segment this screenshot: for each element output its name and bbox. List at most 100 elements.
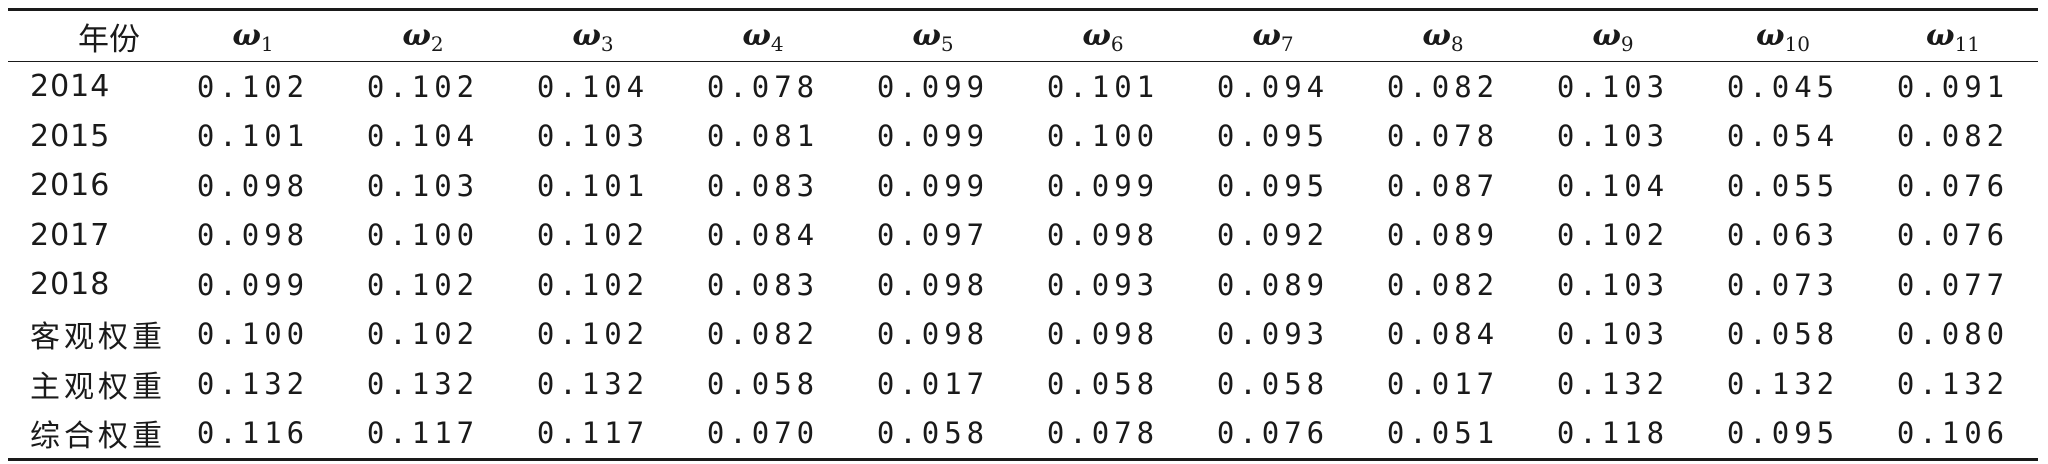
weight-cell: 0.098 — [1046, 317, 1160, 352]
omega-subscript: 7 — [1280, 31, 1294, 56]
weight-cell: 0.102 — [366, 267, 480, 302]
weight-column-header-2: ω2 — [338, 10, 508, 62]
weight-cell: 0.100 — [1046, 119, 1160, 154]
year-column-header: 年份 — [78, 21, 140, 58]
weight-cell: 0.102 — [366, 69, 480, 104]
weight-cell: 0.104 — [1556, 168, 1670, 203]
row-label: 主观权重 — [30, 369, 166, 405]
weights-table: 年份 ω1 ω2 ω3 ω4 ω5 ω6 ω7 ω8 ω9 ω10 ω11 2014 0.102 0.1… — [8, 8, 2038, 461]
weight-cell: 0.099 — [1046, 168, 1160, 203]
omega-subscript: 11 — [1954, 31, 1981, 56]
weight-column-header-10: ω10 — [1698, 10, 1868, 62]
table-row: 客观权重 0.100 0.102 0.102 0.082 0.098 0.098 0.093 0… — [8, 310, 2038, 360]
weight-cell: 0.095 — [1216, 168, 1330, 203]
row-label: 2015 — [30, 118, 111, 154]
weight-cell: 0.082 — [706, 317, 820, 352]
header-row: 年份 ω1 ω2 ω3 ω4 ω5 ω6 ω7 ω8 ω9 ω10 ω11 — [8, 9, 2038, 62]
weight-cell: 0.084 — [706, 218, 820, 253]
weight-cell: 0.101 — [196, 119, 310, 154]
weight-column-header-4: ω4 — [678, 10, 848, 62]
weights-table-container: 年份 ω1 ω2 ω3 ω4 ω5 ω6 ω7 ω8 ω9 ω10 ω11 2014 0.102 0.1… — [8, 8, 2038, 461]
weight-cell: 0.098 — [196, 168, 310, 203]
omega-subscript: 4 — [770, 31, 784, 56]
weight-cell: 0.103 — [1556, 69, 1670, 104]
weight-cell: 0.102 — [536, 218, 650, 253]
omega-subscript: 1 — [260, 31, 274, 56]
weight-cell: 0.098 — [196, 218, 310, 253]
weight-cell: 0.054 — [1726, 119, 1840, 154]
weight-cell: 0.099 — [196, 267, 310, 302]
omega-symbol: ω — [1252, 17, 1281, 53]
weight-cell: 0.098 — [876, 267, 990, 302]
weight-cell: 0.045 — [1726, 69, 1840, 104]
weight-column-header-9: ω9 — [1528, 10, 1698, 62]
omega-subscript: 3 — [600, 31, 614, 56]
weight-cell: 0.082 — [1896, 119, 2010, 154]
weight-column-header-1: ω1 — [168, 10, 338, 62]
table-row: 综合权重 0.116 0.117 0.117 0.070 0.058 0.078 0.076 0… — [8, 409, 2038, 460]
weight-cell: 0.083 — [706, 267, 820, 302]
row-label: 客观权重 — [30, 320, 166, 356]
weight-cell: 0.101 — [536, 168, 650, 203]
table-header: 年份 ω1 ω2 ω3 ω4 ω5 ω6 ω7 ω8 ω9 ω10 ω11 — [8, 9, 2038, 62]
weight-cell: 0.093 — [1216, 317, 1330, 352]
weight-cell: 0.058 — [1216, 366, 1330, 401]
weight-cell: 0.132 — [1896, 366, 2010, 401]
weight-cell: 0.077 — [1896, 267, 2010, 302]
omega-symbol: ω — [1592, 17, 1621, 53]
weight-cell: 0.103 — [1556, 317, 1670, 352]
weight-cell: 0.089 — [1386, 218, 1500, 253]
omega-symbol: ω — [1925, 17, 1955, 53]
omega-symbol: ω — [1422, 17, 1451, 53]
omega-symbol: ω — [1082, 17, 1111, 53]
weight-cell: 0.087 — [1386, 168, 1500, 203]
omega-subscript: 8 — [1450, 31, 1464, 56]
weight-cell: 0.081 — [706, 119, 820, 154]
table-row: 2016 0.098 0.103 0.101 0.083 0.099 0.099 0.095 0… — [8, 161, 2038, 211]
weight-cell: 0.132 — [536, 366, 650, 401]
weight-cell: 0.093 — [1046, 267, 1160, 302]
weight-cell: 0.076 — [1896, 168, 2010, 203]
omega-subscript: 5 — [940, 31, 954, 56]
weight-cell: 0.103 — [366, 168, 480, 203]
weight-cell: 0.017 — [1386, 366, 1500, 401]
weight-cell: 0.103 — [1556, 119, 1670, 154]
weight-cell: 0.017 — [876, 366, 990, 401]
row-label: 2017 — [30, 217, 111, 253]
weight-cell: 0.055 — [1726, 168, 1840, 203]
weight-cell: 0.100 — [366, 218, 480, 253]
weight-cell: 0.132 — [1556, 366, 1670, 401]
weight-cell: 0.132 — [1726, 366, 1840, 401]
weight-cell: 0.104 — [366, 119, 480, 154]
weight-cell: 0.063 — [1726, 218, 1840, 253]
table-row: 2017 0.098 0.100 0.102 0.084 0.097 0.098 0.092 0… — [8, 211, 2038, 261]
omega-symbol: ω — [402, 17, 431, 53]
weight-cell: 0.101 — [1046, 69, 1160, 104]
weight-cell: 0.078 — [706, 69, 820, 104]
weight-cell: 0.082 — [1386, 69, 1500, 104]
weight-cell: 0.084 — [1386, 317, 1500, 352]
weight-cell: 0.102 — [196, 69, 310, 104]
weight-cell: 0.091 — [1896, 69, 2010, 104]
weight-cell: 0.098 — [876, 317, 990, 352]
weight-cell: 0.118 — [1556, 416, 1670, 451]
omega-symbol: ω — [912, 17, 941, 53]
table-row: 2014 0.102 0.102 0.104 0.078 0.099 0.101 0.094 0… — [8, 62, 2038, 112]
weight-cell: 0.132 — [196, 366, 310, 401]
weight-cell: 0.099 — [876, 119, 990, 154]
row-label: 2018 — [30, 267, 111, 303]
weight-cell: 0.092 — [1216, 218, 1330, 253]
weight-cell: 0.095 — [1216, 119, 1330, 154]
table-body: 2014 0.102 0.102 0.104 0.078 0.099 0.101 0.094 0… — [8, 62, 2038, 460]
weight-cell: 0.103 — [536, 119, 650, 154]
weight-column-header-5: ω5 — [848, 10, 1018, 62]
weight-cell: 0.095 — [1726, 416, 1840, 451]
omega-symbol: ω — [232, 17, 261, 53]
weight-cell: 0.102 — [1556, 218, 1670, 253]
weight-column-header-7: ω7 — [1188, 10, 1358, 62]
weight-cell: 0.094 — [1216, 69, 1330, 104]
omega-subscript: 9 — [1620, 31, 1634, 56]
weight-cell: 0.117 — [366, 416, 480, 451]
weight-column-header-6: ω6 — [1018, 10, 1188, 62]
omega-subscript: 2 — [430, 31, 444, 56]
